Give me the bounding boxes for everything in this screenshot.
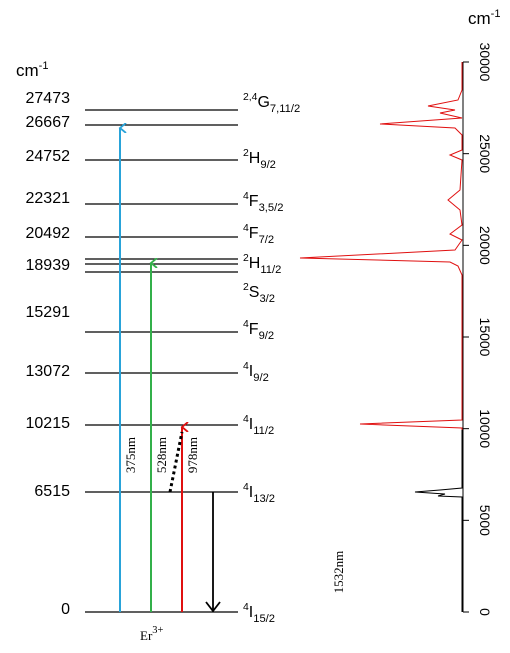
label: 2H9/2 <box>243 148 276 171</box>
tick-label: 5000 <box>477 505 493 536</box>
main: F <box>249 321 259 338</box>
main: G <box>257 94 269 111</box>
main: I <box>249 484 253 501</box>
sub: 7,11/2 <box>270 103 300 115</box>
sub: 3,5/2 <box>259 202 284 214</box>
main: S <box>249 284 260 301</box>
sub: 9/2 <box>259 330 275 342</box>
label: 2,4G7,11/2 <box>243 92 300 115</box>
energy-label: 27473 <box>26 90 71 107</box>
label: 4I11/2 <box>243 414 274 437</box>
sup: 4 <box>243 482 249 493</box>
transition-label: 978nm <box>185 437 200 473</box>
sub: 11/2 <box>253 425 274 437</box>
energy-label: 22321 <box>26 190 71 207</box>
main: H <box>249 150 261 167</box>
sup: 4 <box>243 361 249 372</box>
transition-label: 375nm <box>123 437 138 473</box>
main: Er <box>140 628 153 643</box>
energy-label: 26667 <box>26 114 71 131</box>
label: 2S3/2 <box>243 282 275 305</box>
sup: 3+ <box>152 625 163 636</box>
transition-label: 528nm <box>154 437 169 473</box>
sub: 3/2 <box>259 293 275 305</box>
sup: 2 <box>243 282 249 293</box>
sub: 15/2 <box>253 613 275 625</box>
tick-label: 20000 <box>477 226 493 265</box>
main: F <box>249 225 259 242</box>
tick-label: 25000 <box>477 134 493 173</box>
label: 4F7/2 <box>243 223 274 246</box>
main: I <box>249 604 253 621</box>
relaxation <box>168 431 184 493</box>
main: I <box>249 416 253 433</box>
sup: -1 <box>39 60 49 72</box>
sub: 9/2 <box>253 372 269 384</box>
sub: 9/2 <box>260 159 276 171</box>
label: 4F9/2 <box>243 319 274 342</box>
energy-label: 13072 <box>26 363 71 380</box>
right-ticks: 0 5000 10000 15000 20000 25000 30000 <box>463 43 493 616</box>
main: cm <box>468 9 491 28</box>
energy-label: 18939 <box>26 257 71 274</box>
main: H <box>249 255 261 272</box>
energy-label: 24752 <box>26 148 71 165</box>
label: cm-1 <box>468 8 501 28</box>
transition-label: 1532nm <box>331 551 346 594</box>
label: Er3+ <box>140 625 163 643</box>
label: 2H11/2 <box>243 253 281 276</box>
sup: 4 <box>243 602 249 613</box>
sup: 2 <box>243 253 249 264</box>
spectrum-red <box>299 62 463 430</box>
sup: 4 <box>243 191 249 202</box>
energy-label: 20492 <box>26 225 71 242</box>
sup: 4 <box>243 319 249 330</box>
label: 4I15/2 <box>243 602 275 625</box>
label: 4F3,5/2 <box>243 191 283 214</box>
arrow-head <box>205 601 221 613</box>
sup: 2 <box>243 148 249 159</box>
main: cm <box>16 61 39 80</box>
spectrum-black <box>414 430 463 612</box>
label: 4I9/2 <box>243 361 269 384</box>
tick-label: 0 <box>477 608 493 616</box>
main: F <box>249 193 259 210</box>
energy-label: 6515 <box>34 483 70 500</box>
sup: 4 <box>243 414 249 425</box>
texts: cm-1cm-127473266672475222321204921893915… <box>16 8 501 643</box>
energy-label: 10215 <box>26 415 71 432</box>
sub: 7/2 <box>259 234 275 246</box>
sub: 11/2 <box>260 264 281 276</box>
tick-label: 30000 <box>477 43 493 82</box>
tick-label: 10000 <box>477 409 493 448</box>
sup: -1 <box>491 8 501 20</box>
main: I <box>249 363 253 380</box>
energy-label: 15291 <box>26 304 71 321</box>
sup: 4 <box>243 223 249 234</box>
label: cm-1 <box>16 60 49 80</box>
energy-label: 0 <box>61 601 70 618</box>
sub: 13/2 <box>253 493 275 505</box>
levels <box>85 109 238 613</box>
label: 4I13/2 <box>243 482 275 505</box>
tick-label: 15000 <box>477 318 493 357</box>
sup: 2,4 <box>243 92 258 103</box>
